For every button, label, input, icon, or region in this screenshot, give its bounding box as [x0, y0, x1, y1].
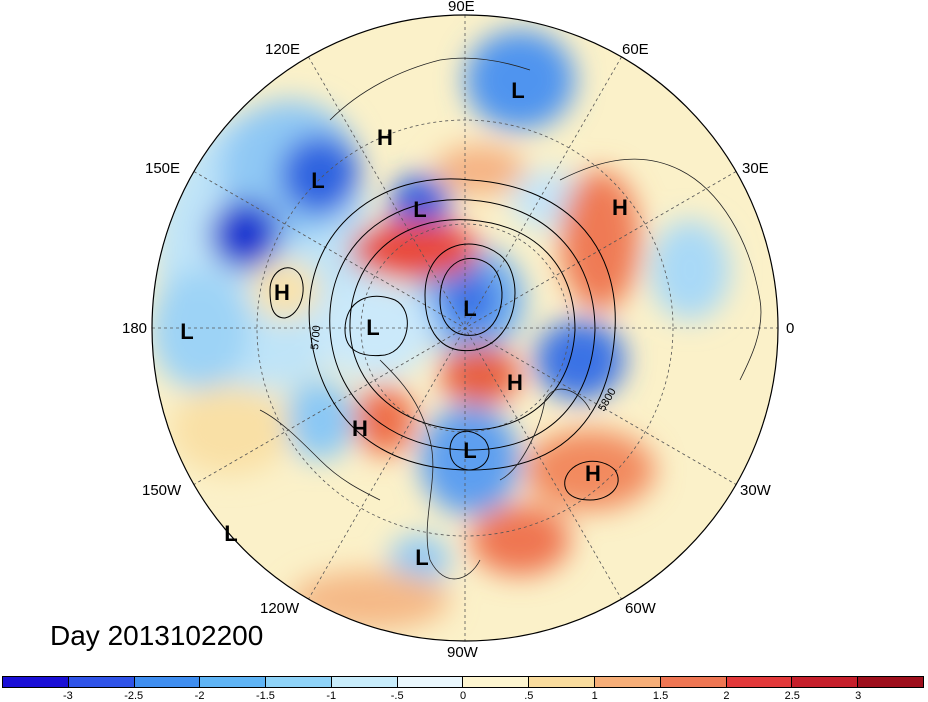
colorbar-tick-label: .5 — [524, 690, 534, 702]
pressure-center-low: L — [311, 168, 325, 193]
lon-label-30e: 30E — [742, 160, 769, 177]
colorbar-segment — [266, 677, 332, 687]
lon-label-150e: 150E — [145, 160, 181, 177]
pressure-center-low: L — [366, 315, 380, 340]
colorbar-tick-label: 1 — [591, 690, 598, 702]
lon-label-120w: 120W — [260, 600, 300, 617]
pressure-center-high: H — [507, 370, 523, 395]
colorbar-tick-label: 1.5 — [652, 690, 669, 702]
colorbar-tick-label: -2.5 — [124, 690, 144, 702]
colorbar-segment — [726, 677, 793, 687]
colorbar-segment — [68, 677, 135, 687]
pressure-center-low: L — [463, 296, 477, 321]
colorbar-segment — [792, 677, 859, 687]
colorbar-segment — [134, 677, 201, 687]
colorbar-tick-label: -1 — [326, 690, 337, 702]
pressure-center-high: H — [377, 125, 393, 150]
lon-label-90e: 90E — [448, 0, 475, 15]
pressure-center-low: L — [511, 78, 525, 103]
pressure-center-low: L — [415, 545, 429, 570]
pressure-center-high: H — [585, 461, 601, 486]
lon-label-180: 180 — [122, 320, 148, 337]
colorbar-tick-label: 2.5 — [784, 690, 800, 702]
colorbar-segment — [529, 677, 596, 687]
lon-label-120e: 120E — [265, 41, 301, 58]
day-label: Day 2013102200 — [50, 620, 264, 651]
lon-label-90w: 90W — [447, 644, 478, 661]
pressure-center-low: L — [413, 197, 427, 222]
colorbar-segment — [595, 677, 661, 687]
lon-label-60w: 60W — [625, 600, 656, 617]
colorbar-tick-label: -1.5 — [255, 690, 275, 702]
colorbar-segment — [331, 677, 398, 687]
coastlines — [259, 57, 762, 580]
colorbar-tick-label: -.5 — [390, 690, 404, 702]
colorbar-tick-label: -3 — [62, 690, 73, 702]
colorbar-tick-label: 2 — [723, 690, 730, 702]
lon-label-60e: 60E — [622, 41, 649, 58]
height-contours — [269, 178, 619, 501]
colorbar-tick-label: 3 — [855, 690, 862, 702]
lon-label-150w: 150W — [142, 482, 182, 499]
pressure-center-high: H — [612, 195, 628, 220]
lon-label-0: 0 — [786, 320, 795, 337]
colorbar-segment — [660, 677, 727, 687]
pressure-center-high: H — [352, 416, 368, 441]
colorbar-tick-label: -2 — [194, 690, 205, 702]
pressure-center-low: L — [180, 319, 194, 344]
pressure-center-high: H — [274, 280, 290, 305]
pressure-center-low: L — [463, 438, 477, 463]
colorbar — [2, 676, 924, 688]
colorbar-tick-label: 0 — [459, 690, 467, 702]
colorbar-segment — [3, 677, 69, 687]
colorbar-segment — [397, 677, 464, 687]
colorbar-segment — [858, 677, 923, 687]
graticule — [152, 15, 778, 641]
map-border — [151, 14, 779, 642]
pressure-center-low: L — [224, 521, 238, 546]
colorbar-segment — [463, 677, 530, 687]
colorbar-segment — [200, 677, 267, 687]
lon-label-30w: 30W — [740, 482, 771, 499]
contour-label-5700: 5700 — [309, 325, 323, 350]
